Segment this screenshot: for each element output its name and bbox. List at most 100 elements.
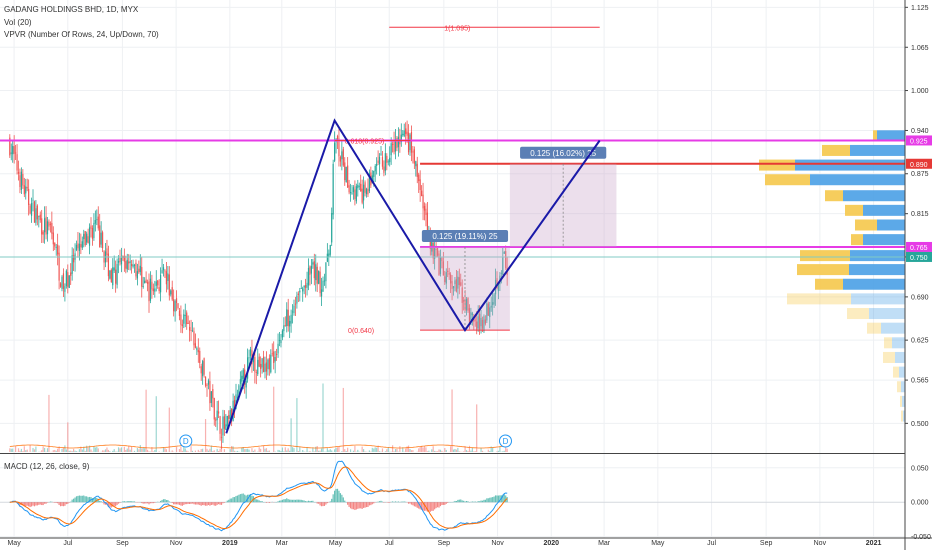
candle-body (32, 200, 33, 201)
volume-bar (425, 447, 426, 452)
macd-histogram-bar (351, 502, 352, 509)
macd-histogram-bar (459, 500, 460, 503)
volume-bar (241, 448, 242, 452)
macd-histogram-bar (185, 502, 186, 504)
macd-histogram-bar (195, 502, 196, 504)
candle-body (34, 201, 35, 222)
macd-histogram-bar (231, 498, 232, 502)
volume-profile-down (847, 308, 869, 319)
candle-body (296, 296, 297, 304)
macd-histogram-bar (204, 502, 205, 505)
macd-histogram-bar (199, 502, 200, 505)
macd-histogram-bar (301, 500, 302, 502)
volume-bar (148, 451, 149, 452)
candle-body (324, 281, 325, 282)
macd-histogram-bar (243, 493, 244, 502)
macd-histogram-bar (44, 502, 45, 504)
volume-bar (244, 449, 245, 452)
candle-body (76, 245, 77, 250)
macd-histogram-bar (125, 502, 126, 503)
macd-histogram-bar (43, 502, 44, 505)
volume-bar (437, 451, 438, 452)
macd-legend: MACD (12, 26, close, 9) (4, 462, 89, 471)
candle-body (119, 258, 120, 262)
volume-bar (353, 451, 354, 452)
volume-bar (231, 446, 232, 452)
volume-bar (153, 451, 154, 452)
volume-bar (330, 449, 331, 452)
volume-bar (373, 449, 374, 452)
volume-bar (292, 447, 293, 452)
volume-bar (140, 445, 141, 452)
volume-bar (146, 390, 147, 452)
macd-histogram-bar (118, 502, 119, 503)
macd-histogram-bar (280, 500, 281, 502)
candle-body (53, 233, 54, 245)
candle-body (421, 191, 422, 196)
macd-histogram-bar (362, 502, 363, 509)
candle-body (179, 311, 180, 316)
macd-histogram-bar (334, 491, 335, 503)
candle-body (82, 241, 83, 247)
volume-bar (212, 451, 213, 452)
macd-histogram-bar (146, 502, 147, 503)
macd-histogram-bar (141, 502, 142, 503)
macd-histogram-bar (202, 502, 203, 505)
x-tick-label: Nov (814, 540, 827, 547)
volume-bar (254, 450, 255, 452)
candle-body (375, 166, 376, 171)
candle-body (35, 208, 36, 223)
candle-body (217, 411, 218, 421)
volume-bar (396, 449, 397, 452)
macd-histogram-bar (205, 502, 206, 506)
macd-histogram-bar (27, 502, 28, 505)
volume-bar (424, 446, 425, 452)
volume-bar (438, 449, 439, 452)
volume-bar (314, 451, 315, 452)
volume-bar (154, 450, 155, 452)
candle-body (257, 360, 258, 374)
volume-bar (47, 448, 48, 452)
volume-bar (182, 451, 183, 452)
candle-body (347, 166, 348, 188)
candle-body (415, 161, 416, 166)
macd-histogram-bar (214, 502, 215, 505)
candle-body (325, 262, 326, 281)
volume-bar (451, 389, 452, 452)
candle-body (175, 301, 176, 312)
macd-histogram-bar (324, 502, 325, 506)
candle-body (322, 281, 323, 292)
candle-body (398, 137, 399, 147)
candle-body (79, 244, 80, 251)
candle-body (111, 270, 112, 282)
volume-profile-down (901, 411, 903, 422)
macd-histogram-bar (189, 502, 190, 504)
candle-body (224, 416, 225, 429)
macd-histogram-bar (35, 502, 36, 505)
pane-separator[interactable] (0, 453, 905, 454)
volume-bar (408, 446, 409, 452)
macd-histogram-bar (127, 501, 128, 502)
volume-profile-up (869, 308, 905, 319)
candle-body (409, 135, 410, 150)
candle-body (350, 192, 351, 193)
candle-body (106, 248, 107, 255)
x-tick-label: May (7, 540, 21, 547)
candle-body (305, 285, 306, 288)
macd-histogram-bar (440, 502, 441, 506)
volume-bar (248, 450, 249, 452)
volume-bar (507, 449, 508, 452)
candle-body (156, 281, 157, 285)
macd-histogram-bar (131, 501, 132, 502)
macd-histogram-bar (161, 500, 162, 502)
macd-histogram-bar (188, 502, 189, 504)
macd-histogram-bar (244, 495, 245, 503)
macd-histogram-bar (31, 502, 32, 506)
macd-histogram-bar (321, 502, 322, 506)
candle-body (121, 258, 122, 264)
volume-profile-down (822, 145, 850, 156)
volume-bar (106, 447, 107, 452)
volume-profile-up (849, 264, 905, 275)
